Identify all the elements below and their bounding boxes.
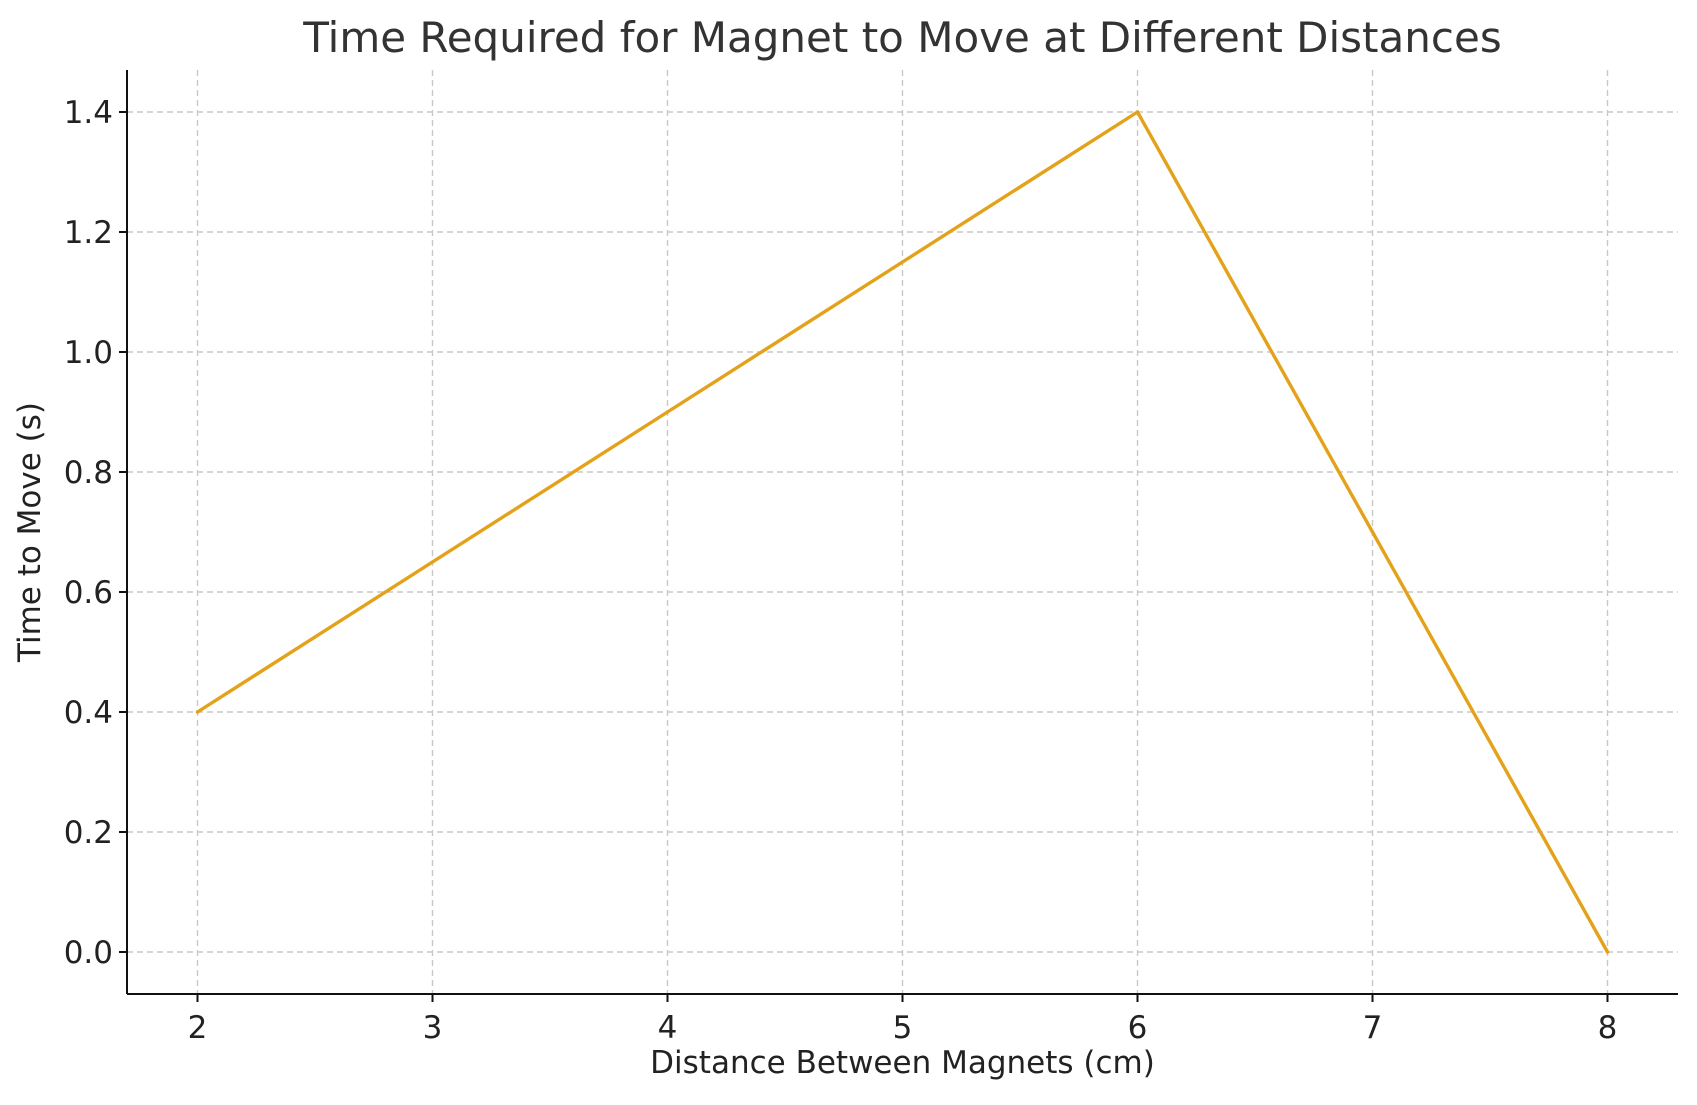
x-tick-label: 5 xyxy=(893,1010,913,1046)
y-tick-label: 0.8 xyxy=(64,455,113,491)
y-tick-label: 1.2 xyxy=(64,215,113,251)
y-tick-label: 1.0 xyxy=(64,335,113,371)
data-point xyxy=(1605,950,1610,954)
y-axis-ticks: 0.0 0.2 0.4 0.6 0.8 1.0 1.2 1.4 xyxy=(64,95,127,971)
series-layer xyxy=(195,110,1610,954)
y-tick-label: 0.2 xyxy=(64,815,113,851)
x-tick-label: 8 xyxy=(1598,1010,1618,1046)
y-tick-label: 0.6 xyxy=(64,575,113,611)
chart-title: Time Required for Magnet to Move at Diff… xyxy=(302,13,1501,62)
data-point xyxy=(1135,110,1140,114)
x-tick-label: 7 xyxy=(1363,1010,1383,1046)
data-point xyxy=(665,410,670,414)
x-axis-label: Distance Between Magnets (cm) xyxy=(650,1045,1155,1081)
x-tick-label: 2 xyxy=(188,1010,208,1046)
y-tick-label: 1.4 xyxy=(64,95,113,131)
x-tick-label: 6 xyxy=(1128,1010,1148,1046)
y-tick-label: 0.0 xyxy=(64,935,113,971)
grid xyxy=(127,70,1678,994)
x-tick-label: 3 xyxy=(423,1010,443,1046)
x-tick-label: 4 xyxy=(658,1010,678,1046)
y-tick-label: 0.4 xyxy=(64,695,113,731)
x-axis-ticks: 2 3 4 5 6 7 8 xyxy=(188,994,1618,1046)
y-axis-label: Time to Move (s) xyxy=(12,402,48,663)
data-point xyxy=(1370,530,1375,534)
data-point xyxy=(195,710,200,714)
